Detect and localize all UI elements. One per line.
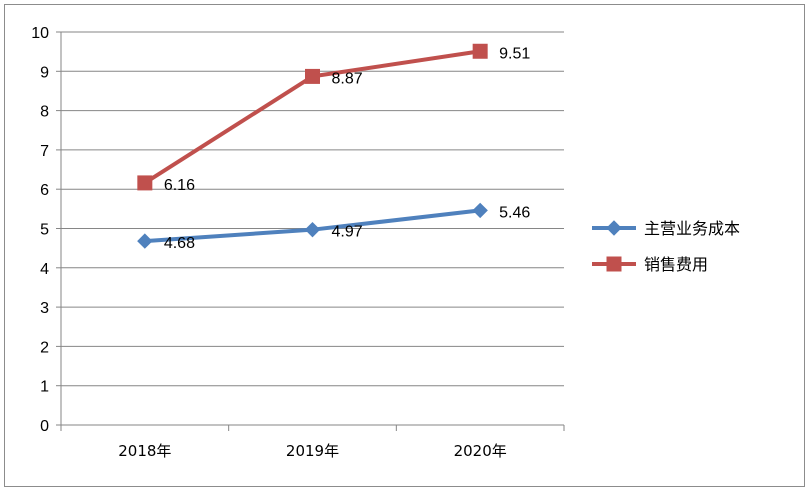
axes: 0 1 2 3 4 5 6 7 8 9 10 2018年 2019年 2020年 xyxy=(31,25,565,460)
y-tick-label: 1 xyxy=(40,379,49,396)
data-label: 8.87 xyxy=(332,70,363,87)
data-point-marker xyxy=(472,202,488,219)
y-tick-label: 5 xyxy=(40,222,49,239)
data-label: 9.51 xyxy=(499,45,530,62)
y-tick-label: 10 xyxy=(31,25,49,42)
data-label: 4.97 xyxy=(332,224,363,241)
legend-marker-1 xyxy=(606,220,622,236)
data-point-marker xyxy=(137,233,153,249)
y-tick-label: 7 xyxy=(40,143,49,160)
x-tick-label: 2019年 xyxy=(286,442,339,460)
y-tick-label: 8 xyxy=(40,104,49,121)
data-label: 6.16 xyxy=(164,177,195,194)
data-point-marker xyxy=(472,43,488,59)
data-label: 5.46 xyxy=(499,204,530,221)
y-tick-label: 3 xyxy=(40,300,49,317)
data-point-marker xyxy=(304,221,321,238)
series-lines xyxy=(137,43,488,249)
y-tick-label: 2 xyxy=(40,339,49,356)
x-tick-label: 2018年 xyxy=(118,442,171,460)
data-label: 4.68 xyxy=(164,235,195,252)
x-tick-label: 2020年 xyxy=(454,442,507,460)
data-point-marker xyxy=(137,175,153,191)
y-tick-label: 9 xyxy=(40,64,49,81)
y-tick-label: 0 xyxy=(40,418,49,435)
gridlines xyxy=(61,31,564,387)
data-point-marker xyxy=(305,68,320,84)
legend-label: 主营业务成本 xyxy=(644,219,740,238)
y-tick-label: 6 xyxy=(40,182,49,199)
y-tick-label: 4 xyxy=(40,261,49,278)
data-labels: 4.68 4.97 5.46 6.16 8.87 9.51 xyxy=(164,45,531,252)
chart-frame xyxy=(4,4,805,487)
legend-marker-2 xyxy=(606,256,622,272)
legend-label: 销售费用 xyxy=(644,255,708,274)
